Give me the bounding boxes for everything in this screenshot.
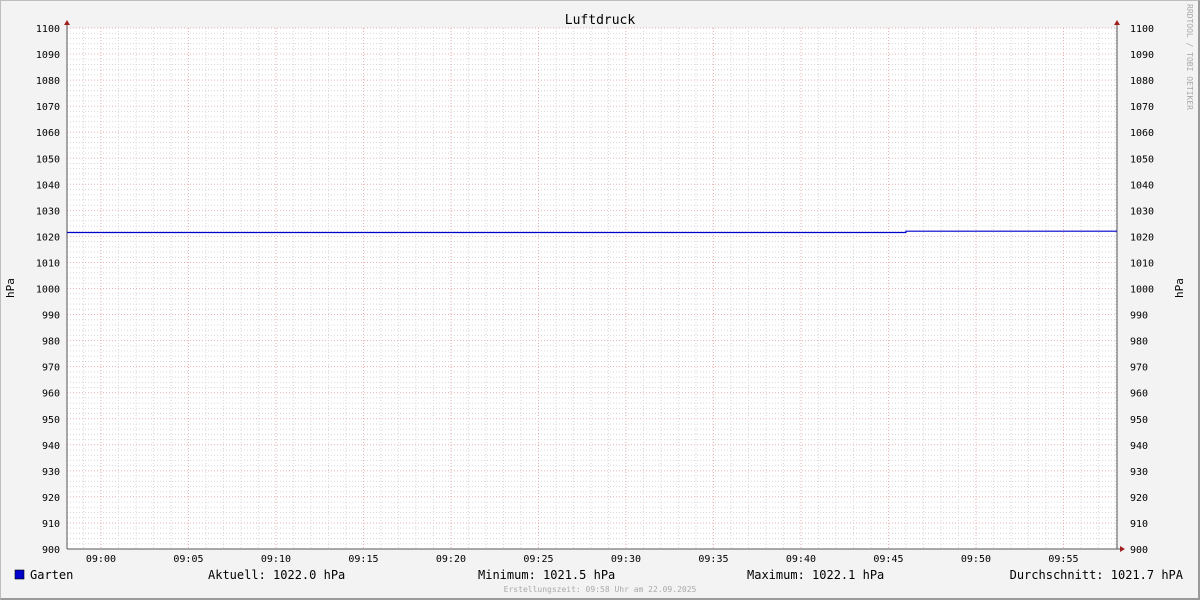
y-tick-label-right: 960	[1130, 389, 1148, 400]
creation-time-footer: Erstellungszeit: 09:58 Uhr am 22.09.2025	[504, 585, 697, 594]
y-tick-label-right: 930	[1130, 467, 1148, 478]
y-tick-label-right: 1020	[1130, 232, 1154, 243]
y-tick-label-right: 1060	[1130, 128, 1154, 139]
y-tick-label-left: 1030	[36, 206, 60, 217]
x-tick-label: 09:10	[261, 554, 291, 565]
y-tick-label-right: 1050	[1130, 154, 1154, 165]
y-tick-label-right: 1070	[1130, 102, 1154, 113]
x-tick-label: 09:05	[173, 554, 203, 565]
y-tick-label-left: 1080	[36, 76, 60, 87]
x-tick-label: 09:15	[348, 554, 378, 565]
x-tick-label: 09:55	[1048, 554, 1078, 565]
legend-minimum: Minimum: 1021.5 hPa	[478, 568, 615, 582]
x-tick-label: 09:35	[698, 554, 728, 565]
y-tick-label-left: 970	[42, 363, 60, 374]
y-tick-label-left: 1060	[36, 128, 60, 139]
y-tick-label-right: 1000	[1130, 285, 1154, 296]
y-tick-label-right: 990	[1130, 311, 1148, 322]
y-tick-label-right: 1040	[1130, 180, 1154, 191]
y-tick-label-left: 940	[42, 441, 60, 452]
x-tick-label: 09:40	[786, 554, 816, 565]
grid	[67, 27, 1117, 550]
x-axis-arrow-icon	[1120, 546, 1125, 552]
y-tick-label-right: 1100	[1130, 24, 1154, 35]
y-axis-label-left: hPa	[4, 278, 17, 298]
series-lines	[67, 230, 1117, 234]
rrdtool-watermark: RRDTOOL / TOBI OETIKER	[1185, 4, 1194, 110]
x-tick-label: 09:00	[86, 554, 116, 565]
legend-maximum: Maximum: 1022.1 hPa	[747, 568, 884, 582]
y-tick-label-left: 920	[42, 493, 60, 504]
y-tick-label-left: 1020	[36, 232, 60, 243]
y-tick-label-left: 1040	[36, 180, 60, 191]
y-tick-label-left: 1010	[36, 258, 60, 269]
y-tick-label-left: 1100	[36, 24, 60, 35]
y-tick-label-right: 1010	[1130, 258, 1154, 269]
y-tick-label-right: 970	[1130, 363, 1148, 374]
y-tick-label-right: 1030	[1130, 206, 1154, 217]
axes	[64, 20, 1125, 552]
series-line-garten	[67, 230, 1117, 234]
y-tick-label-left: 1070	[36, 102, 60, 113]
y-tick-label-left: 1090	[36, 50, 60, 61]
y-tick-label-left: 900	[42, 545, 60, 556]
legend-current: Aktuell: 1022.0 hPa	[208, 568, 345, 582]
legend-series-name: Garten	[30, 568, 73, 582]
y-tick-label-right: 920	[1130, 493, 1148, 504]
y-tick-label-left: 1000	[36, 285, 60, 296]
y-tick-label-left: 960	[42, 389, 60, 400]
y-tick-label-right: 980	[1130, 337, 1148, 348]
y-tick-label-right: 940	[1130, 441, 1148, 452]
x-tick-label: 09:25	[523, 554, 553, 565]
y-tick-label-left: 950	[42, 415, 60, 426]
tick-labels: 900 900 910 910 920 920 930 930 940 940 950 950 960 9…	[36, 24, 1154, 565]
y-axis-arrow-icon	[64, 20, 70, 25]
y-tick-label-left: 980	[42, 337, 60, 348]
legend-swatch-garten	[14, 569, 25, 580]
y-tick-label-right: 910	[1130, 519, 1148, 530]
y-tick-label-right: 950	[1130, 415, 1148, 426]
y-axis-label-right: hPa	[1173, 278, 1186, 298]
x-tick-label: 09:20	[436, 554, 466, 565]
y-tick-label-left: 910	[42, 519, 60, 530]
y-tick-label-left: 990	[42, 311, 60, 322]
chart-title: Luftdruck	[565, 13, 636, 28]
x-tick-label: 09:30	[611, 554, 641, 565]
y-tick-label-right: 1090	[1130, 50, 1154, 61]
y-tick-label-left: 1050	[36, 154, 60, 165]
x-tick-label: 09:45	[873, 554, 903, 565]
y-tick-label-right: 900	[1130, 545, 1148, 556]
legend-average: Durchschnitt: 1021.7 hPA	[1010, 568, 1184, 582]
x-tick-label: 09:50	[961, 554, 991, 565]
y-tick-label-right: 1080	[1130, 76, 1154, 87]
y-axis-right-arrow-icon	[1114, 20, 1120, 25]
y-tick-label-left: 930	[42, 467, 60, 478]
